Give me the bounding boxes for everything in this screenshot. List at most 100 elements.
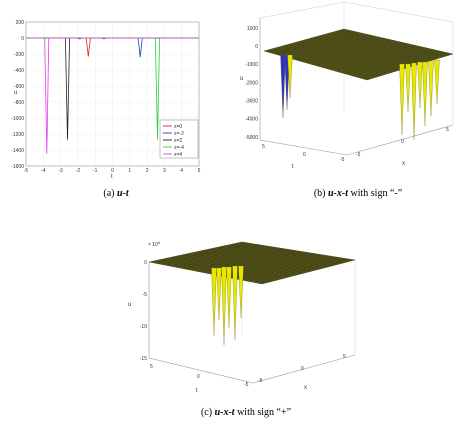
mesh-line <box>218 246 332 267</box>
x-tick-label: 2 <box>146 168 149 174</box>
surface-spike <box>399 63 405 136</box>
mesh-line <box>232 244 346 263</box>
z-tick-label: -1000 <box>245 62 258 68</box>
panel-b-box-front <box>259 18 454 156</box>
z-tick-label: -2000 <box>245 80 258 86</box>
panel-c-x-tick-m5: -5 <box>258 378 263 384</box>
mesh-line <box>208 249 322 269</box>
mesh-line <box>205 249 319 270</box>
legend-entry: x=2 <box>174 138 182 144</box>
mesh-line <box>241 256 335 281</box>
z-tick-label: 1000 <box>247 26 258 32</box>
z-tick-label: 0 <box>144 260 147 266</box>
mesh-line <box>319 42 403 67</box>
mesh-line <box>335 31 444 57</box>
surface-spike <box>287 54 293 99</box>
surface-spike <box>280 54 286 119</box>
mesh-line <box>315 36 423 64</box>
legend-entry: x=4 <box>174 152 182 158</box>
series-line-x=4 <box>26 37 199 155</box>
mesh-line <box>257 259 351 284</box>
z-tick-label: -4000 <box>245 117 258 123</box>
panel-a-legend: x=0x=-2x=2x=-4x=4 <box>159 119 199 159</box>
y-tick-label: -1200 <box>11 132 24 138</box>
mesh-line <box>225 245 339 265</box>
z-tick-label: -10 <box>140 324 147 330</box>
mesh-line <box>253 258 347 283</box>
mesh-line <box>355 51 442 78</box>
x-tick-label: 3 <box>163 168 166 174</box>
surface-spike <box>221 266 227 346</box>
mesh-line <box>249 257 343 282</box>
mesh-line <box>198 251 312 272</box>
surface-spike <box>232 265 238 341</box>
mesh-line <box>323 34 432 61</box>
panel-c-t-tick-5: 5 <box>150 364 153 370</box>
x-tick-label: 5 <box>198 168 201 174</box>
y-tick-label: -800 <box>14 100 24 106</box>
mesh-line <box>235 243 349 262</box>
panel-b-x-tick-0: 0 <box>401 139 404 145</box>
panel-c-t-tick-0: 0 <box>197 374 200 380</box>
mesh-line <box>222 246 336 266</box>
mesh-line <box>233 255 327 279</box>
panel-a-ylabel: u <box>14 90 17 96</box>
y-tick-label: -200 <box>14 52 24 58</box>
panel-b-t-tick-m5: -5 <box>340 157 345 163</box>
mesh-line <box>322 43 407 68</box>
surface-spike <box>216 267 222 321</box>
legend-entry: x=-2 <box>174 131 184 137</box>
mesh-line <box>315 41 399 66</box>
mesh-line <box>326 33 435 60</box>
panel-b-box-back <box>259 1 454 125</box>
mesh-line <box>312 37 420 65</box>
mesh-line <box>202 250 316 271</box>
mesh-line <box>245 257 339 281</box>
mesh-line <box>344 48 430 74</box>
x-tick-label: -5 <box>24 168 29 174</box>
z-tick-label: -3000 <box>245 98 258 104</box>
panel-c-zlabel: u <box>128 302 131 308</box>
mesh-line <box>238 242 352 261</box>
panel-b-zlabel: u <box>240 76 243 82</box>
surface-spike <box>405 63 411 113</box>
panel-c-box-front <box>148 262 356 384</box>
y-tick-label: -1400 <box>11 148 24 154</box>
mesh-line <box>333 45 418 71</box>
y-tick-label: -400 <box>14 68 24 74</box>
x-tick-label: -3 <box>58 168 63 174</box>
z-tick-label: -5 <box>143 292 148 298</box>
mesh-line <box>348 49 434 75</box>
mesh-line <box>329 32 438 59</box>
panel-b-x-tick-5: 5 <box>446 127 449 133</box>
mesh-line <box>237 256 331 280</box>
legend-entry: x=-4 <box>174 145 184 151</box>
surface-spike <box>417 61 423 109</box>
panel-b-t-tick-0: 0 <box>303 152 306 158</box>
panel-c-chart: 0 -5 -10 -15 × 104 u t x 5 0 -5 -5 0 5 <box>128 240 356 394</box>
panel-b-tlabel: t <box>292 164 294 170</box>
panel-a-xlabel: t <box>111 174 113 180</box>
panel-b-chart: 1000 0 -1000 -2000 -3000 -4000 -5000 u t x 5 0… <box>240 1 454 170</box>
surface-spike <box>226 266 232 329</box>
z-tick-label: -15 <box>140 356 147 362</box>
mesh-line <box>341 47 426 73</box>
mesh-line <box>306 39 414 67</box>
mesh-line <box>332 32 441 58</box>
mesh-line <box>326 44 411 69</box>
mesh-line <box>318 35 426 63</box>
panel-b-x-tick-m5: -5 <box>356 152 361 158</box>
x-tick-label: 1 <box>128 168 131 174</box>
mesh-line <box>309 38 417 66</box>
x-tick-label: 0 <box>111 168 114 174</box>
panel-c-x-tick-5: 5 <box>343 354 346 360</box>
caption-c: (c) u-x-t with sign “+” <box>200 407 292 418</box>
y-tick-label: 0 <box>21 36 24 42</box>
panel-c-z-multiplier: × 104 <box>148 240 161 248</box>
y-tick-label: -600 <box>14 84 24 90</box>
panel-c-xlabel: x <box>304 385 307 391</box>
mesh-line <box>337 46 422 72</box>
mesh-line <box>338 30 447 56</box>
mesh-line <box>330 44 415 70</box>
surface-spike <box>434 59 440 105</box>
